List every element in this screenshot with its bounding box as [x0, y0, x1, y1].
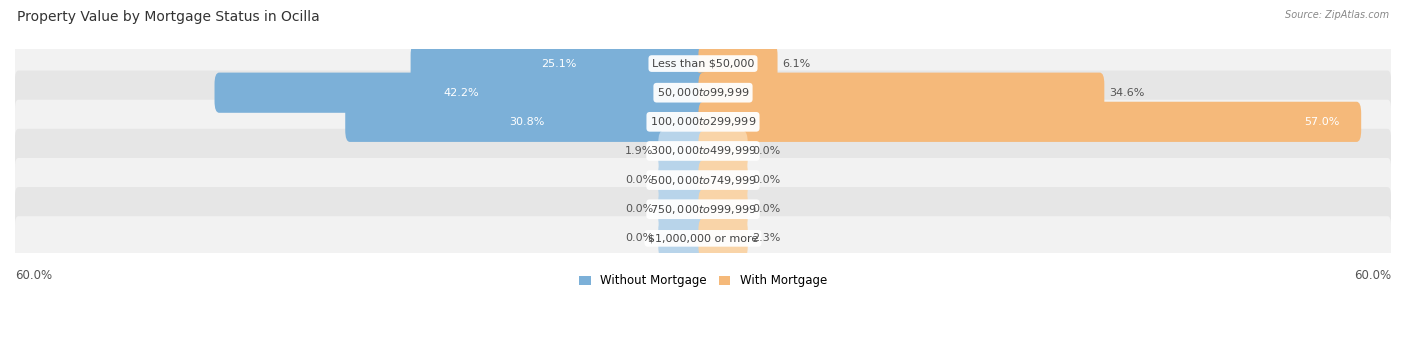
FancyBboxPatch shape — [15, 187, 1391, 231]
Text: 34.6%: 34.6% — [1109, 88, 1144, 98]
Text: $1,000,000 or more: $1,000,000 or more — [648, 233, 758, 243]
FancyBboxPatch shape — [658, 189, 707, 229]
Text: 0.0%: 0.0% — [626, 175, 654, 185]
Legend: Without Mortgage, With Mortgage: Without Mortgage, With Mortgage — [574, 269, 832, 292]
Text: 2.3%: 2.3% — [752, 233, 780, 243]
FancyBboxPatch shape — [346, 102, 707, 142]
Text: 57.0%: 57.0% — [1303, 117, 1340, 127]
Text: $50,000 to $99,999: $50,000 to $99,999 — [657, 86, 749, 99]
Text: 60.0%: 60.0% — [1354, 269, 1391, 282]
FancyBboxPatch shape — [15, 129, 1391, 173]
Text: Less than $50,000: Less than $50,000 — [652, 58, 754, 69]
FancyBboxPatch shape — [15, 41, 1391, 86]
Text: 0.0%: 0.0% — [626, 204, 654, 214]
FancyBboxPatch shape — [15, 158, 1391, 202]
FancyBboxPatch shape — [15, 216, 1391, 260]
FancyBboxPatch shape — [411, 44, 707, 84]
Text: 42.2%: 42.2% — [443, 88, 479, 98]
Text: Source: ZipAtlas.com: Source: ZipAtlas.com — [1285, 10, 1389, 20]
FancyBboxPatch shape — [215, 73, 707, 113]
Text: 0.0%: 0.0% — [752, 204, 780, 214]
Text: 1.9%: 1.9% — [626, 146, 654, 156]
Text: $100,000 to $299,999: $100,000 to $299,999 — [650, 115, 756, 128]
Text: 25.1%: 25.1% — [541, 58, 576, 69]
Text: $300,000 to $499,999: $300,000 to $499,999 — [650, 144, 756, 157]
FancyBboxPatch shape — [699, 102, 1361, 142]
FancyBboxPatch shape — [699, 44, 778, 84]
Text: 0.0%: 0.0% — [752, 146, 780, 156]
Text: 6.1%: 6.1% — [782, 58, 810, 69]
FancyBboxPatch shape — [699, 160, 748, 200]
FancyBboxPatch shape — [658, 131, 707, 171]
Text: $750,000 to $999,999: $750,000 to $999,999 — [650, 203, 756, 216]
FancyBboxPatch shape — [699, 218, 748, 258]
FancyBboxPatch shape — [699, 131, 748, 171]
Text: $500,000 to $749,999: $500,000 to $749,999 — [650, 174, 756, 187]
Text: 30.8%: 30.8% — [509, 117, 544, 127]
FancyBboxPatch shape — [699, 189, 748, 229]
FancyBboxPatch shape — [15, 100, 1391, 144]
FancyBboxPatch shape — [15, 71, 1391, 115]
Text: Property Value by Mortgage Status in Ocilla: Property Value by Mortgage Status in Oci… — [17, 10, 319, 24]
Text: 0.0%: 0.0% — [626, 233, 654, 243]
FancyBboxPatch shape — [658, 218, 707, 258]
FancyBboxPatch shape — [699, 73, 1104, 113]
FancyBboxPatch shape — [658, 160, 707, 200]
Text: 60.0%: 60.0% — [15, 269, 52, 282]
Text: 0.0%: 0.0% — [752, 175, 780, 185]
